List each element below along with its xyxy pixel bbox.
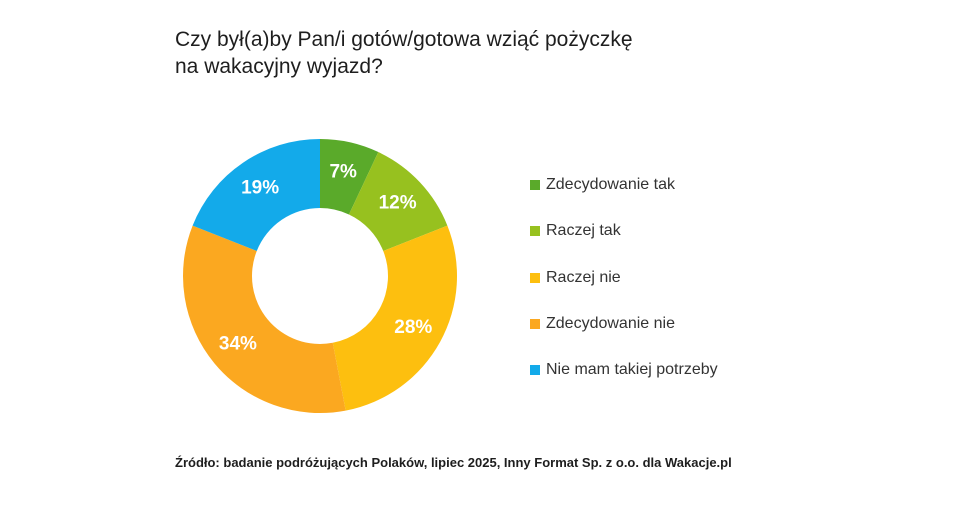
legend-label: Raczej tak (546, 222, 621, 240)
legend-label: Raczej nie (546, 268, 621, 286)
legend-item-nie-mam-takiej-potrzeby: Nie mam takiej potrzeby (530, 358, 718, 382)
chart-title-line-2: na wakacyjny wyjazd? (175, 55, 383, 78)
value-label-raczej-nie: 28% (394, 317, 432, 338)
donut-slice-zdecydowanie-nie (183, 225, 346, 413)
legend-item-raczej-nie: Raczej nie (530, 266, 718, 290)
donut-slice-nie-mam-takiej-potrzeby (192, 139, 320, 251)
legend-label: Zdecydowanie tak (546, 176, 675, 193)
chart-title-line-1: Czy był(a)by Pan/i gotów/gotowa wziąć po… (175, 28, 633, 51)
donut-slice-zdecydowanie-tak (320, 139, 379, 215)
value-label-nie-mam-takiej-potrzeby: 19% (241, 177, 279, 198)
donut-slice-raczej-tak (348, 152, 448, 251)
legend-swatch (530, 318, 540, 329)
chart-legend: Zdecydowanie tak Raczej tak Raczej nie Zdec… (530, 173, 718, 404)
legend-swatch (530, 180, 540, 190)
legend-swatch (530, 226, 540, 237)
value-label-raczej-tak: 12% (379, 193, 417, 214)
legend-item-zdecydowanie-nie: Zdecydowanie nie (530, 312, 718, 336)
legend-item-raczej-tak: Raczej tak (530, 219, 718, 243)
source-note: Źródło: badanie podróżujących Polaków, l… (175, 455, 732, 470)
legend-swatch (530, 365, 540, 376)
value-label-zdecydowanie-nie: 34% (219, 333, 257, 354)
legend-swatch (530, 272, 540, 283)
donut-value-labels: 7% 12% 28% 34% 19% (219, 162, 433, 355)
donut-slice-raczej-nie (332, 225, 457, 411)
legend-label: Zdecydowanie nie (546, 314, 675, 332)
chart-title: Czy był(a)by Pan/i gotów/gotowa wziąć po… (175, 26, 795, 80)
legend-label: Nie mam takiej potrzeby (546, 361, 718, 379)
legend-item-zdecydowanie-tak: Zdecydowanie tak (530, 173, 718, 197)
donut-slices (183, 139, 457, 413)
value-label-zdecydowanie-tak: 7% (329, 162, 357, 183)
